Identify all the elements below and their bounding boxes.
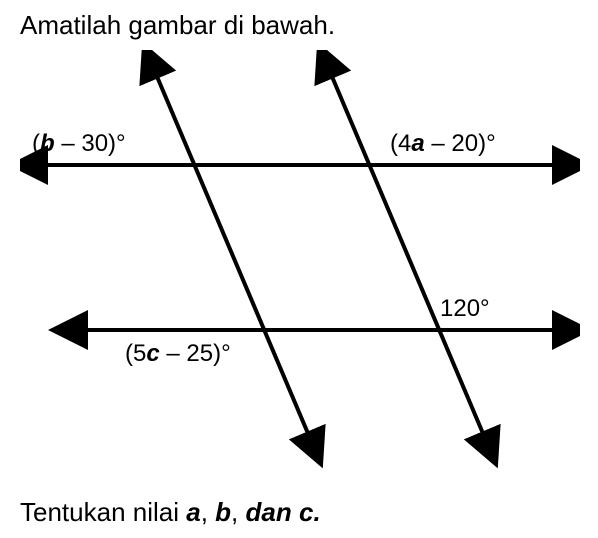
title-text: Amatilah gambar di bawah. bbox=[20, 10, 335, 41]
label-top-left: (b – 30)° bbox=[32, 130, 126, 158]
label-bottom-right: 120° bbox=[440, 295, 490, 323]
label-top-right: (4a – 20)° bbox=[390, 130, 496, 158]
question-prefix: Tentukan nilai bbox=[20, 497, 186, 527]
question-vars: a, b, dan c. bbox=[186, 497, 320, 527]
diagram-svg bbox=[20, 50, 580, 470]
geometry-diagram: (b – 30)° (4a – 20)° (5c – 25)° 120° bbox=[20, 50, 580, 470]
label-bottom-left: (5c – 25)° bbox=[125, 340, 231, 368]
question-text: Tentukan nilai a, b, dan c. bbox=[20, 497, 321, 528]
